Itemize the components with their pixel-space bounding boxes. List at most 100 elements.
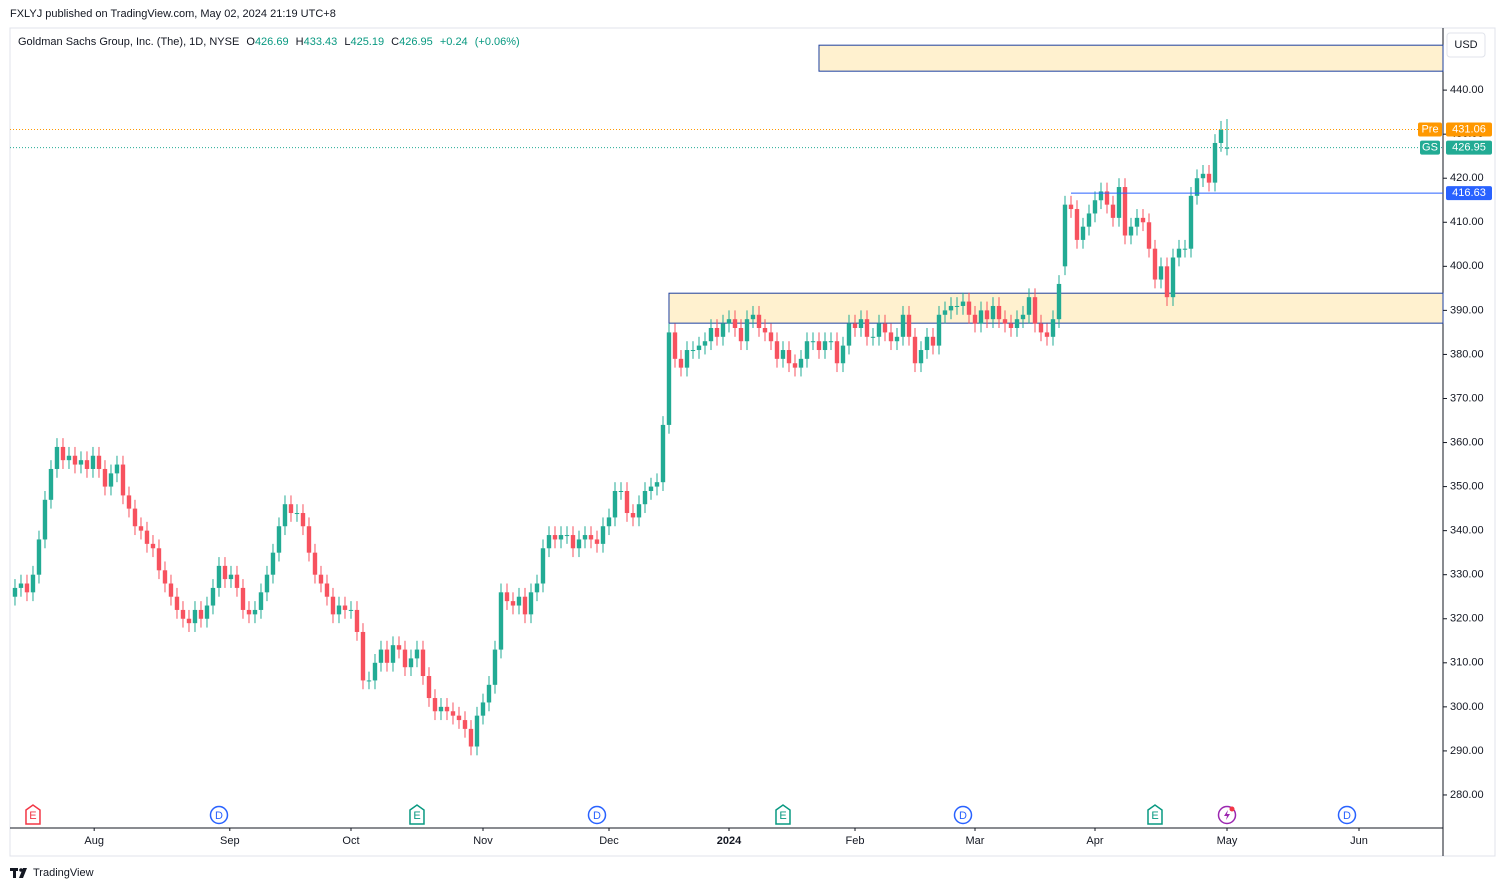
candle-body [108,473,114,487]
candle-body [1080,226,1086,240]
currency-button[interactable] [1446,32,1486,58]
candle-body [960,301,966,306]
candle-body [912,336,918,364]
change: +0.24 [440,36,468,48]
candle-body [72,455,78,465]
event-label: D [1343,810,1351,822]
candle-body [1086,213,1092,227]
candle-body [636,504,642,518]
y-tick-label: 380.00 [1450,348,1484,360]
ohlc-value: 425.19 [350,36,384,48]
x-tick-label: Nov [473,835,493,847]
candle-body [846,323,852,346]
y-tick-label: 300.00 [1450,701,1484,713]
candle-body [534,583,540,593]
candle-body [270,552,276,575]
candle-body [528,592,534,615]
candle-body [1044,332,1050,337]
event-marker [25,804,41,825]
candle-body [816,341,822,351]
candle-body [762,328,768,333]
candle-body [1026,297,1032,315]
ohlc-key: C [391,36,399,48]
candle-body [42,499,48,540]
candle-body [294,513,300,515]
candle-body [720,323,726,337]
candle-body [750,314,756,320]
event-label: E [29,810,36,822]
candle-body [12,587,18,597]
candle-body [1110,204,1116,218]
logo-part [13,868,16,878]
event-label: D [959,810,967,822]
y-tick-label: 440.00 [1450,84,1484,96]
candle-body [330,596,336,615]
candle-body [66,455,72,461]
event-dot [1229,806,1235,812]
candle-body [210,587,216,606]
candle-body [300,513,306,527]
event-marker [1147,804,1163,825]
candle-body [1218,129,1224,143]
y-tick-label: 390.00 [1450,304,1484,316]
candle-body [168,583,174,597]
candle-body [1128,226,1134,236]
ohlc-value: 426.95 [399,36,433,48]
candle-body [672,332,678,359]
candle-body [726,319,732,324]
candle-body [972,314,978,324]
candle-body [780,350,786,359]
candle-body [1032,297,1038,324]
candle-body [600,526,606,544]
candle-body [666,332,672,425]
candle-body [228,574,234,580]
event-icon [1223,810,1230,820]
currency[interactable]: USD [1454,39,1477,51]
candle-body [306,526,312,553]
y-tick-label: 400.00 [1450,260,1484,272]
legend-line: Goldman Sachs Group, Inc. (The), 1D, NYS… [18,36,520,48]
candle-body [804,341,810,359]
candle-body [132,508,138,527]
candle-body [1104,191,1110,205]
candle-body [708,328,714,342]
candle-body [702,341,708,346]
candle-body [894,336,900,342]
y-tick-label: 280.00 [1450,789,1484,801]
candle-body [678,358,684,368]
candle-body [450,711,456,716]
candle-body [126,495,132,509]
candle-body [204,605,210,619]
event-marker [775,804,791,825]
candle-body [492,649,498,685]
candle-body [354,609,360,632]
candle-body [1116,187,1122,218]
x-tick-label: Oct [342,835,359,847]
publisher-line: FXLYJ published on TradingView.com, May … [10,8,336,20]
candle-body [84,460,90,469]
candle-body [690,350,696,352]
candle-body [336,605,342,615]
candle-body [384,649,390,663]
event-label: D [593,810,601,822]
candle-body [216,565,222,588]
candle-body [480,702,486,716]
candle-body [276,526,282,553]
last-price-badge [1446,140,1492,155]
candle-body [828,341,834,343]
candle-body [198,609,204,619]
candle-body [642,490,648,505]
candle-body [1158,266,1164,280]
x-tick-label: Sep [220,835,240,847]
candle-body [486,684,492,703]
candle-body [618,490,624,492]
candle-body [246,609,252,615]
candle-body [414,649,420,659]
candle-body [264,574,270,593]
price-badge [1446,186,1492,201]
candle-body [438,706,444,712]
candle-body [1062,204,1068,267]
candle-body [648,486,654,491]
ohlc-value: 433.43 [304,36,338,48]
y-tick-label: 360.00 [1450,436,1484,448]
